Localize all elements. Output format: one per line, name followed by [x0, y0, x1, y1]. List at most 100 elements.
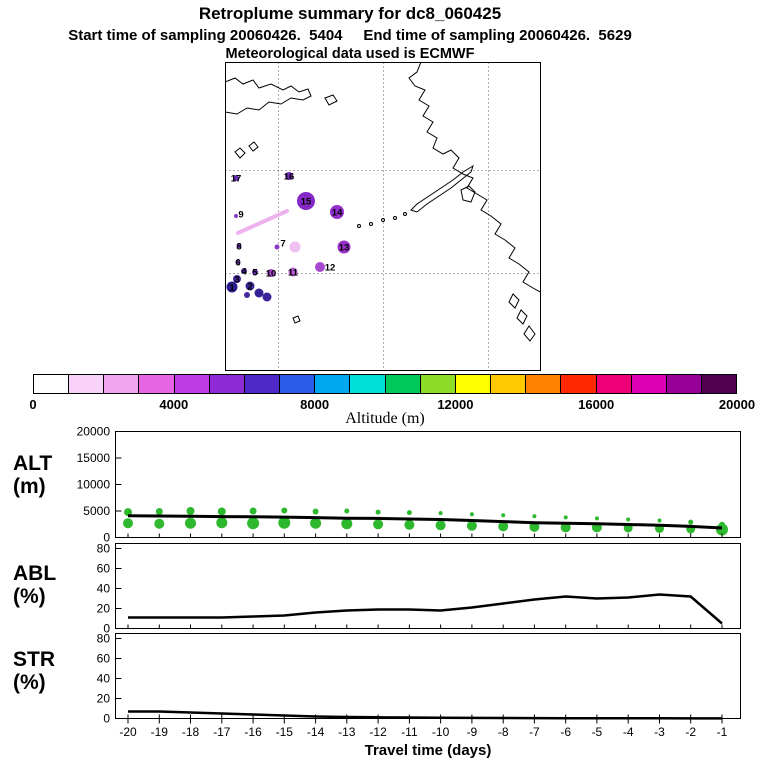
y-tick-label: 0 [103, 622, 110, 636]
x-tick-label: -14 [307, 725, 325, 739]
abl-axis-label-top: ABL [13, 562, 57, 585]
plume-altitude-dot [281, 507, 288, 514]
plume-day-label: 9 [238, 210, 243, 221]
plume-altitude-dot [186, 507, 195, 515]
colorbar-cell [561, 375, 597, 393]
colorbar-cell [526, 375, 562, 393]
plume-altitude-dot [406, 510, 412, 516]
plume-altitude-dot [185, 517, 196, 529]
plume-centroid [254, 288, 264, 298]
alt-axis-label: ALT (m) [13, 452, 52, 498]
plume-day-label: 17 [231, 174, 242, 185]
plume-altitude-dot [563, 515, 568, 520]
x-tick-label: -20 [119, 725, 137, 739]
plume-altitude-dot [373, 519, 384, 530]
plume-centroid [226, 281, 238, 293]
plume-centroid [241, 268, 247, 274]
plume-centroid [262, 292, 272, 302]
abl-panel-marks: 0 20 40 60 80 [97, 542, 723, 636]
plume-centroid [245, 281, 255, 291]
x-tick-label: -6 [560, 725, 571, 739]
plume-day-label: 14 [332, 208, 343, 219]
alt-axis-label-top: ALT [13, 452, 53, 475]
abl-panel-frame [115, 543, 741, 629]
x-tick-label: -11 [401, 725, 418, 739]
colorbar-cell [174, 375, 210, 393]
plume-day-label: 7 [280, 239, 285, 250]
colorbar-cell [350, 375, 386, 393]
colorbar-tick: 20000 [718, 397, 756, 412]
alt-mean-line [127, 514, 723, 530]
y-tick-label: 80 [97, 542, 111, 556]
colorbar-caption: Altitude (m) [345, 410, 425, 427]
y-tick-label: 40 [97, 582, 111, 596]
plume-track [236, 209, 289, 235]
colorbar-tick: 12000 [437, 397, 474, 412]
plume-centroid [337, 240, 351, 254]
y-tick-label: 20 [97, 692, 111, 706]
plume-centroid [288, 267, 298, 277]
plume-centroid [274, 244, 280, 250]
figure-header: Retroplume summary for dc8_060425 Start … [0, 4, 700, 62]
x-tick-label: -8 [498, 725, 509, 739]
x-tick-label: -18 [182, 725, 200, 739]
x-tick-label: -19 [151, 725, 169, 739]
plume-day-label: 15 [301, 197, 312, 208]
plume-day-label: 13 [339, 243, 350, 254]
colorbar-cell [455, 375, 492, 393]
colorbar-tick: 4000 [159, 397, 189, 412]
plume-day-label: 10 [266, 269, 277, 280]
x-tick-label: -4 [623, 725, 634, 739]
plume-day-label: 5 [252, 268, 258, 279]
plume-centroid [297, 192, 315, 210]
plume-centroid [244, 292, 250, 298]
colorbar-cell [280, 375, 316, 393]
plume-centroid [285, 172, 293, 180]
abl-axis-label-unit: (%) [13, 585, 46, 608]
colorbar-cell [385, 375, 421, 393]
str-axis-label: STR (%) [13, 648, 55, 694]
plume-altitude-dot [594, 516, 599, 521]
colorbar-tick: 0 [29, 397, 37, 412]
alt-axis-label-unit: (m) [13, 475, 46, 498]
time-axis-marks: -20 -19 -18 -17 -16 -15 -14 -13 -12 -11 -10 -9 -8 -7 -… [119, 533, 728, 739]
plume-day-label: 2 [247, 282, 252, 293]
plume-altitude-dot [278, 516, 291, 529]
plume-altitude-dot [532, 514, 537, 519]
plume-centroid [235, 259, 241, 265]
travel-time-axis-label: Travel time (days) [364, 742, 492, 759]
plume-altitude-dot [155, 508, 163, 515]
plume-altitude-dot [469, 512, 474, 517]
plume-day-label: 1 [229, 283, 235, 294]
x-tick-label: -16 [244, 725, 262, 739]
plume-day-label: 3 [234, 275, 239, 286]
colorbar-tick: 16000 [578, 397, 615, 412]
x-tick-label: -12 [369, 725, 387, 739]
plume-day-label: 11 [288, 268, 299, 279]
y-tick-label: 80 [97, 632, 111, 646]
plume-altitude-dot [312, 508, 319, 515]
colorbar-cell [139, 375, 175, 393]
plume-altitude-dot [123, 518, 133, 529]
plume-day-label: 6 [235, 258, 240, 269]
x-tick-label: -7 [529, 725, 540, 739]
colorbar-cell [666, 375, 702, 393]
colorbar-cell [491, 375, 527, 393]
plume-centroid [330, 205, 344, 219]
str-axis-label-top: STR [13, 648, 55, 671]
plume-centroid [252, 269, 258, 275]
plume-altitude-dot [560, 522, 571, 533]
panel-frames [115, 431, 741, 719]
str-panel-marks: 0 20 40 60 80 [97, 632, 722, 726]
plume-altitude-dot [124, 508, 132, 517]
meteorological-data-line: Meteorological data used is ECMWF [225, 46, 475, 62]
y-tick-label: 60 [97, 562, 111, 576]
x-tick-label: -9 [467, 725, 478, 739]
y-tick-label: 20 [97, 602, 111, 616]
colorbar-cell [104, 375, 140, 393]
str-panel-frame [115, 633, 741, 719]
plume-altitude-dot [435, 520, 446, 531]
plume-centroid [315, 262, 325, 272]
y-tick-label: 20000 [77, 425, 111, 439]
